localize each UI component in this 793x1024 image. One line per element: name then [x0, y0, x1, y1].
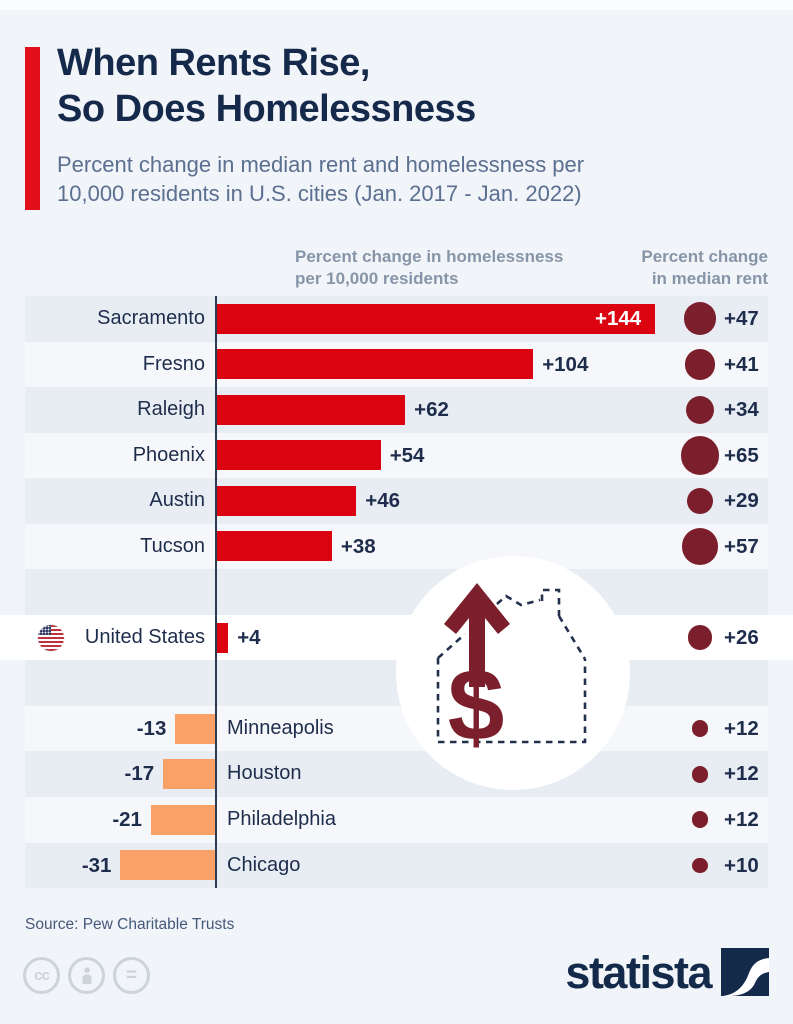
rent-value: +57: [724, 534, 759, 558]
homelessness-value: -17: [124, 762, 155, 786]
rent-value: +12: [724, 762, 759, 786]
homelessness-value: -13: [136, 716, 167, 740]
homelessness-bar: [216, 394, 406, 425]
chart-row: Tucson +38 +57: [0, 523, 793, 570]
title-line-2: So Does Homelessness: [57, 88, 476, 131]
title-accent-bar: [25, 47, 40, 210]
column-header-rent: Percent change in median rent: [641, 246, 768, 290]
rent-bubble: [691, 720, 709, 737]
chart-rows: Sacramento +144 +47 Fresno +104 +41 Raleigh +62…: [0, 296, 793, 889]
source-note: Source: Pew Charitable Trusts: [25, 916, 235, 933]
us-flag-icon: [38, 624, 64, 651]
rent-bubble: [687, 488, 713, 514]
house-walls: [436, 658, 587, 744]
license-icons: cc =: [23, 957, 150, 994]
homelessness-bar: [216, 303, 656, 334]
homelessness-bar: [120, 850, 215, 881]
city-label: United States: [84, 625, 205, 648]
column-header-rent-line1: Percent change: [641, 247, 768, 266]
homelessness-bar: [216, 349, 534, 380]
rent-bubble: [687, 625, 713, 650]
city-label: Tucson: [140, 534, 205, 557]
homelessness-value: +144: [595, 307, 642, 330]
homelessness-bar: [175, 713, 215, 744]
chart-row: Philadelphia -21 +12: [0, 797, 793, 843]
homelessness-value: +104: [542, 352, 589, 376]
chart-row: Fresno +104 +41: [0, 341, 793, 388]
column-header-rent-line2: in median rent: [651, 268, 768, 288]
city-label: Houston: [227, 762, 302, 785]
homelessness-value: +4: [237, 625, 261, 649]
homelessness-value: +46: [365, 489, 401, 513]
subtitle-line-2: 10,000 residents in U.S. cities (Jan. 20…: [57, 181, 582, 207]
rent-bubble: [681, 528, 719, 565]
rent-value: +65: [724, 443, 759, 467]
rent-value: +29: [724, 489, 759, 513]
equals-icon: =: [113, 957, 150, 994]
homelessness-bar: [216, 622, 229, 653]
chart-row: Chicago -31 +10: [0, 842, 793, 889]
rent-value: +12: [724, 808, 759, 832]
homelessness-value: +54: [389, 443, 425, 467]
homelessness-value: +62: [414, 398, 449, 422]
page-subtitle: Percent change in median rent and homele…: [57, 150, 584, 209]
rent-bubble: [686, 395, 714, 424]
top-strip: [0, 0, 793, 10]
city-label: Minneapolis: [227, 716, 334, 739]
cc-icon: cc: [23, 957, 60, 994]
city-label: Philadelphia: [227, 808, 336, 831]
rent-value: +10: [724, 853, 759, 877]
axis-line: [215, 296, 217, 888]
homelessness-bar: [216, 440, 381, 471]
chart-row: United States +4 +26: [0, 614, 793, 661]
city-label: Phoenix: [132, 443, 205, 466]
rent-value: +12: [724, 716, 759, 740]
homelessness-bar: [150, 804, 215, 835]
chart-row: Houston -17 +12: [0, 751, 793, 797]
homelessness-bar: [216, 485, 357, 516]
chart-row: Raleigh +62 +34: [0, 387, 793, 433]
statista-logo-mark: [721, 948, 769, 996]
page-title: When Rents Rise, So Does Homelessness: [57, 40, 476, 133]
city-label: Fresno: [142, 352, 205, 375]
up-arrow-icon: [444, 583, 510, 687]
chart-row: Minneapolis -13 +12: [0, 705, 793, 752]
statista-logo: statista: [565, 948, 769, 996]
rent-value: +47: [724, 307, 759, 330]
rent-value: +26: [724, 625, 759, 649]
column-header-homelessness-line2: per 10,000 residents: [295, 268, 459, 288]
statista-wordmark: statista: [565, 946, 712, 998]
rent-bubble: [680, 436, 720, 475]
homelessness-bar: [216, 531, 332, 562]
title-line-1: When Rents Rise,: [57, 42, 370, 84]
house-rising-rent-icon: $: [396, 556, 630, 790]
chart-row: Sacramento +144 +47: [0, 296, 793, 342]
attribution-person-icon: [68, 957, 105, 994]
chart-row: Phoenix +54 +65: [0, 432, 793, 479]
rent-bubble: [691, 811, 709, 829]
rent-bubble: [684, 348, 716, 380]
rent-bubble: [683, 302, 717, 336]
column-header-homelessness-line1: Percent change in homelessness: [295, 247, 564, 266]
city-label: Raleigh: [137, 398, 205, 421]
subtitle-line-1: Percent change in median rent and homele…: [57, 152, 585, 177]
city-label: Sacramento: [97, 307, 205, 329]
column-header-homelessness: Percent change in homelessness per 10,00…: [295, 246, 563, 290]
dollar-sign-icon: $: [448, 648, 505, 762]
city-label: Austin: [149, 489, 205, 512]
rent-bubble: [691, 765, 709, 783]
homelessness-value: -21: [112, 808, 142, 832]
homelessness-value: +38: [340, 534, 376, 558]
homelessness-value: -31: [81, 853, 112, 877]
rent-value: +34: [724, 398, 759, 422]
spacer-row: [0, 569, 793, 615]
rent-value: +41: [724, 352, 759, 376]
rent-bubble: [692, 857, 708, 873]
chart-row: Austin +46 +29: [0, 478, 793, 524]
homelessness-bar: [163, 759, 215, 790]
city-label: Chicago: [227, 853, 301, 876]
